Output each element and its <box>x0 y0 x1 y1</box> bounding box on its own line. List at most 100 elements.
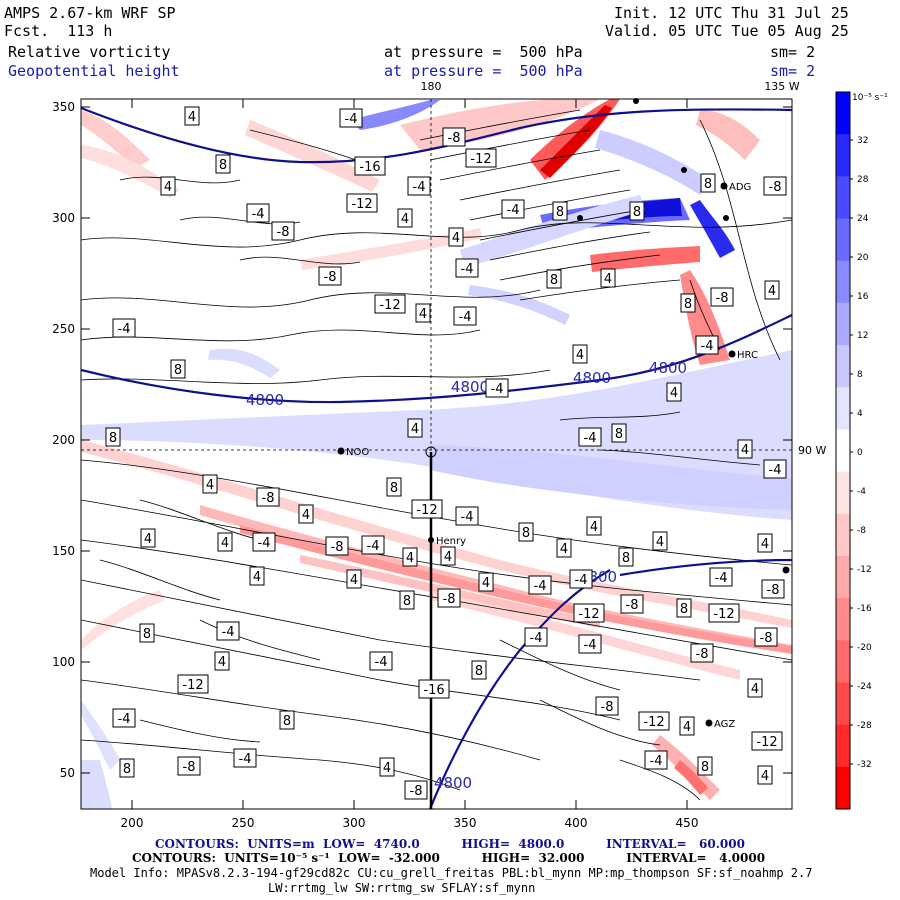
lon-label-180: 180 <box>421 80 442 93</box>
field2-pressure: at pressure = 500 hPa <box>384 62 583 80</box>
svg-text:8: 8 <box>123 762 131 777</box>
vorticity-label: -4 <box>524 627 548 647</box>
vorticity-label: -4 <box>501 199 525 219</box>
colorbar-label: -28 <box>857 721 872 731</box>
colorbar-label: -4 <box>857 487 866 497</box>
svg-text:4: 4 <box>411 422 419 437</box>
svg-text:-8: -8 <box>696 647 709 662</box>
svg-text:-12: -12 <box>351 197 372 212</box>
footer-vorticity-contours: CONTOURS: UNITS=10⁻⁵ s⁻¹ LOW= -32.000 HI… <box>132 851 766 865</box>
colorbar-label: 4 <box>857 409 863 419</box>
vorticity-label: -16 <box>418 679 450 699</box>
svg-text:4: 4 <box>560 542 568 557</box>
vorticity-label: 8 <box>139 623 155 643</box>
svg-text:-4: -4 <box>118 322 131 337</box>
vorticity-label: 4 <box>448 227 464 247</box>
svg-text:4: 4 <box>576 348 584 363</box>
colorbar-label: 20 <box>857 253 869 263</box>
svg-text:4: 4 <box>419 307 427 322</box>
station-label: Henry <box>436 536 466 547</box>
station-noo: NOO <box>337 447 369 458</box>
vorticity-label: -4 <box>695 335 719 355</box>
svg-text:4: 4 <box>444 550 452 565</box>
vorticity-label: 4 <box>397 208 413 228</box>
svg-text:-12: -12 <box>182 678 203 693</box>
colorbar-label: -24 <box>857 682 872 692</box>
svg-text:8: 8 <box>622 551 630 566</box>
vorticity-label: -4 <box>339 108 363 128</box>
svg-text:-8: -8 <box>277 225 290 240</box>
vorticity-label: 4 <box>440 546 456 566</box>
svg-text:8: 8 <box>283 714 291 729</box>
vorticity-label: 4 <box>747 678 763 698</box>
svg-text:4: 4 <box>452 231 460 246</box>
svg-text:-12: -12 <box>643 715 664 730</box>
svg-text:4: 4 <box>406 551 414 566</box>
svg-text:-8: -8 <box>448 131 461 146</box>
svg-text:-8: -8 <box>769 180 782 195</box>
vorticity-label: 8 <box>170 359 186 379</box>
vorticity-label: -8 <box>710 287 734 307</box>
svg-text:-8: -8 <box>626 598 639 613</box>
vorticity-label: 8 <box>618 547 634 567</box>
height-contours <box>81 106 792 809</box>
vorticity-label: -8 <box>318 266 342 286</box>
vorticity-label: -8 <box>177 756 201 776</box>
vorticity-label: 4 <box>214 651 230 671</box>
vorticity-label: -4 <box>455 258 479 278</box>
station-adg: ADG <box>720 182 751 193</box>
colorbar-segment <box>836 471 850 515</box>
colorbar-segment <box>836 429 850 473</box>
svg-text:-4: -4 <box>258 536 271 551</box>
svg-text:-12: -12 <box>379 298 400 313</box>
svg-text:-4: -4 <box>650 754 663 769</box>
vorticity-label: 4 <box>764 280 780 300</box>
colorbar-segment <box>836 513 850 557</box>
svg-text:8: 8 <box>684 297 692 312</box>
vorticity-label: -4 <box>485 378 509 398</box>
station-marker-east <box>782 566 790 574</box>
vorticity-label: -4 <box>644 750 668 770</box>
svg-text:-8: -8 <box>183 760 196 775</box>
x-tick-label: 200 <box>121 816 144 830</box>
svg-text:8: 8 <box>633 205 641 220</box>
vorticity-label: -4 <box>709 567 733 587</box>
svg-text:4: 4 <box>761 537 769 552</box>
svg-text:8: 8 <box>403 594 411 609</box>
svg-text:4: 4 <box>741 443 749 458</box>
svg-text:-4: -4 <box>461 262 474 277</box>
vorticity-label: 4 <box>586 516 602 536</box>
svg-text:-12: -12 <box>756 735 777 750</box>
field2-name: Geopotential height <box>8 62 180 80</box>
svg-text:4: 4 <box>751 682 759 697</box>
colorbar-label: 12 <box>857 331 868 341</box>
vorticity-label: -8 <box>271 221 295 241</box>
vorticity-label: 4 <box>402 547 418 567</box>
vorticity-label: 4 <box>202 474 218 494</box>
vorticity-label: 8 <box>105 427 121 447</box>
svg-text:-12: -12 <box>713 607 734 622</box>
height-label: 4800 <box>451 378 489 396</box>
station-label: AGZ <box>714 719 735 730</box>
station-marker <box>633 98 639 104</box>
vorticity-label: 4 <box>407 418 423 438</box>
colorbar-label: -20 <box>857 643 872 653</box>
footer-model-info: Model Info: MPASv8.2.3-194-gf29cd82c CU:… <box>90 866 813 880</box>
x-tick-label: 450 <box>676 816 699 830</box>
vorticity-label: -4 <box>528 575 552 595</box>
vorticity-label: -8 <box>620 594 644 614</box>
vorticity-label: -4 <box>252 532 276 552</box>
vorticity-label: 8 <box>386 477 402 497</box>
svg-text:8: 8 <box>390 481 398 496</box>
svg-text:4: 4 <box>590 520 598 535</box>
plot-frame <box>80 98 793 810</box>
lon-label-90w: 90 W <box>798 444 826 457</box>
vorticity-label: 4 <box>415 303 431 323</box>
vorticity-label: 4 <box>556 538 572 558</box>
vorticity-label: -4 <box>407 176 431 196</box>
vorticity-label: -8 <box>256 487 280 507</box>
valid-time: Valid. 05 UTC Tue 05 Aug 25 <box>605 22 849 40</box>
svg-text:-4: -4 <box>584 638 597 653</box>
field1-smoothing: sm= 2 <box>770 43 816 61</box>
vorticity-label: -12 <box>411 499 443 519</box>
